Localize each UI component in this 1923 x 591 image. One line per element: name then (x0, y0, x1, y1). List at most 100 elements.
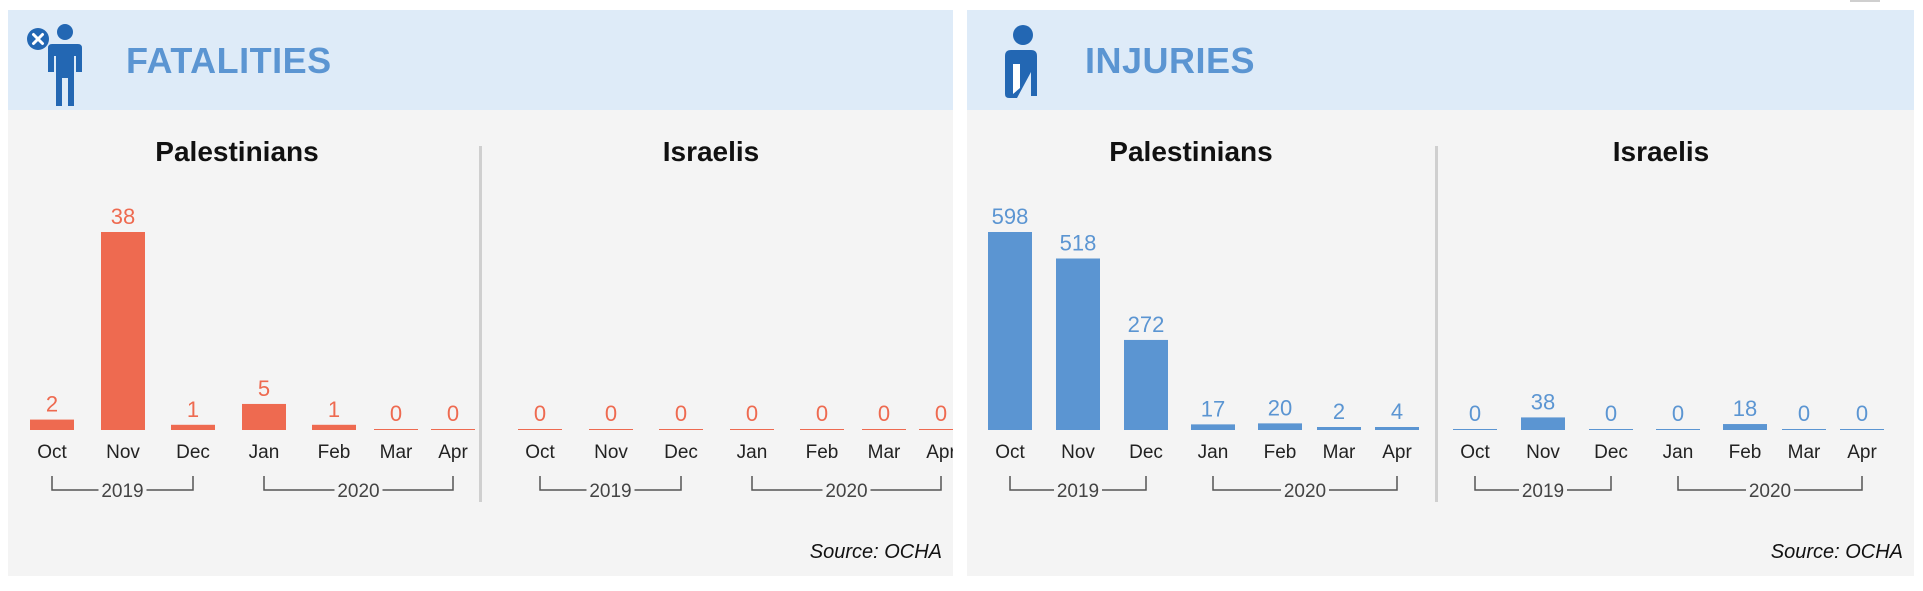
data-label: 0 (816, 401, 828, 426)
year-label: 2020 (825, 481, 867, 502)
tick-label: Nov (594, 442, 628, 463)
data-label: 0 (1856, 401, 1868, 426)
tick-label: Oct (37, 442, 67, 463)
data-label: 1 (328, 397, 340, 422)
bar-dec (171, 424, 215, 430)
chart-title: Israelis (1613, 136, 1710, 167)
year-label: 2019 (101, 481, 143, 502)
tick-label: Mar (1788, 442, 1821, 463)
bar-dec (1589, 429, 1633, 430)
year-label-bg (1054, 480, 1102, 500)
tick-label: Jan (1198, 442, 1229, 463)
chart-title: Israelis (663, 136, 760, 167)
bar-apr (431, 429, 475, 430)
year-label-bg (586, 480, 635, 500)
bar-nov (1521, 417, 1565, 430)
year-label: 2020 (337, 481, 379, 502)
bar-jan (1191, 424, 1235, 430)
tick-label: Jan (249, 442, 280, 463)
chart-title: Palestinians (155, 136, 318, 167)
year-label: 2019 (1057, 481, 1099, 502)
year-label-bg (1519, 480, 1567, 500)
tick-label: Oct (525, 442, 555, 463)
tick-label: Nov (1061, 442, 1095, 463)
person-with-x-icon (24, 22, 104, 108)
bar-apr (919, 429, 953, 430)
chart-divider (1435, 146, 1438, 502)
bar-feb (1723, 424, 1767, 430)
chart-title: Palestinians (1109, 136, 1272, 167)
tick-label: Feb (1264, 442, 1297, 463)
tick-label: Dec (664, 442, 698, 463)
fatalities-panel: FATALITIES Palestinians 2 Oct 38 Nov 1 Dec 5 Jan… (8, 10, 953, 576)
data-label: 518 (1060, 230, 1097, 255)
data-label: 0 (746, 401, 758, 426)
injuries-panel: INJURIES Palestinians 598 Oct 518 Nov 272 Dec 1… (967, 10, 1914, 576)
data-label: 0 (878, 401, 890, 426)
data-label: 0 (534, 401, 546, 426)
tick-label: Oct (1460, 442, 1490, 463)
injured-person-icon (983, 22, 1063, 106)
tick-label: Apr (926, 442, 953, 463)
bar-nov (101, 232, 145, 430)
bar-feb (312, 424, 356, 430)
bar-mar (1782, 429, 1826, 430)
data-label: 5 (258, 376, 270, 401)
bar-oct (30, 419, 74, 430)
year-label-bg (1746, 480, 1794, 500)
year-label: 2020 (1284, 481, 1326, 502)
year-label-bg (822, 480, 871, 500)
fatalities-title: FATALITIES (126, 40, 332, 81)
fatalities-charts: Palestinians 2 Oct 38 Nov 1 Dec 5 Jan 1 Feb 0 Mar 0 Ap… (30, 136, 953, 502)
injuries-charts: Palestinians 598 Oct 518 Nov 272 Dec 17 Jan 2 0 Feb… (988, 136, 1884, 502)
tick-label: Nov (1526, 442, 1560, 463)
data-label: 1 (187, 397, 199, 422)
data-label: 2 (46, 392, 58, 417)
bar-feb (1258, 423, 1302, 430)
data-label: 0 (390, 401, 402, 426)
bar-apr (1840, 429, 1884, 430)
year-label-bg (98, 480, 147, 500)
bar-dec (1124, 339, 1168, 430)
data-label: 598 (992, 204, 1029, 229)
data-label: 0 (1605, 401, 1617, 426)
data-label: 2 (1333, 399, 1345, 424)
injuries-title: INJURIES (1085, 40, 1256, 81)
data-label: 272 (1128, 312, 1165, 337)
data-label: 0 (605, 401, 617, 426)
bar-nov (1056, 258, 1100, 430)
data-label: 0 (1469, 401, 1481, 426)
source-note: Source: OCHA (809, 541, 942, 563)
tick-label: Feb (1729, 442, 1762, 463)
tick-label: Dec (1594, 442, 1628, 463)
source-note: Source: OCHA (1770, 541, 1903, 563)
tick-label: Dec (176, 442, 210, 463)
tick-label: Dec (1129, 442, 1163, 463)
bar-apr (1375, 427, 1419, 430)
data-label: 4 (1391, 399, 1403, 424)
tick-label: Mar (868, 442, 901, 463)
bar-jan (730, 429, 774, 430)
data-label: 0 (935, 401, 947, 426)
bar-dec (659, 429, 703, 430)
bar-mar (862, 429, 906, 430)
year-label: 2020 (1749, 481, 1791, 502)
top-edge-mark (1850, 0, 1880, 2)
year-label: 2019 (1522, 481, 1564, 502)
tick-label: Jan (737, 442, 768, 463)
tick-label: Apr (1847, 442, 1877, 463)
bar-oct (1453, 429, 1497, 430)
bar-nov (589, 429, 633, 430)
data-label: 38 (111, 204, 135, 229)
tick-label: Jan (1663, 442, 1694, 463)
year-label-bg (1281, 480, 1329, 500)
chart-fatalities-palestinians: Palestinians 2 Oct 38 Nov 1 Dec 5 Jan 1 Feb 0 Mar 0 Ap… (30, 136, 475, 502)
tick-label: Mar (380, 442, 413, 463)
injuries-header: INJURIES (967, 10, 1914, 110)
chart-fatalities-israelis: Israelis 0 Oct 0 Nov 0 Dec 0 Jan 0 Feb 0 Mar 0 Apr 2019… (518, 136, 953, 502)
data-label: 17 (1201, 396, 1225, 421)
data-label: 0 (447, 401, 459, 426)
bar-feb (800, 429, 844, 430)
tick-label: Nov (106, 442, 140, 463)
tick-label: Feb (318, 442, 351, 463)
